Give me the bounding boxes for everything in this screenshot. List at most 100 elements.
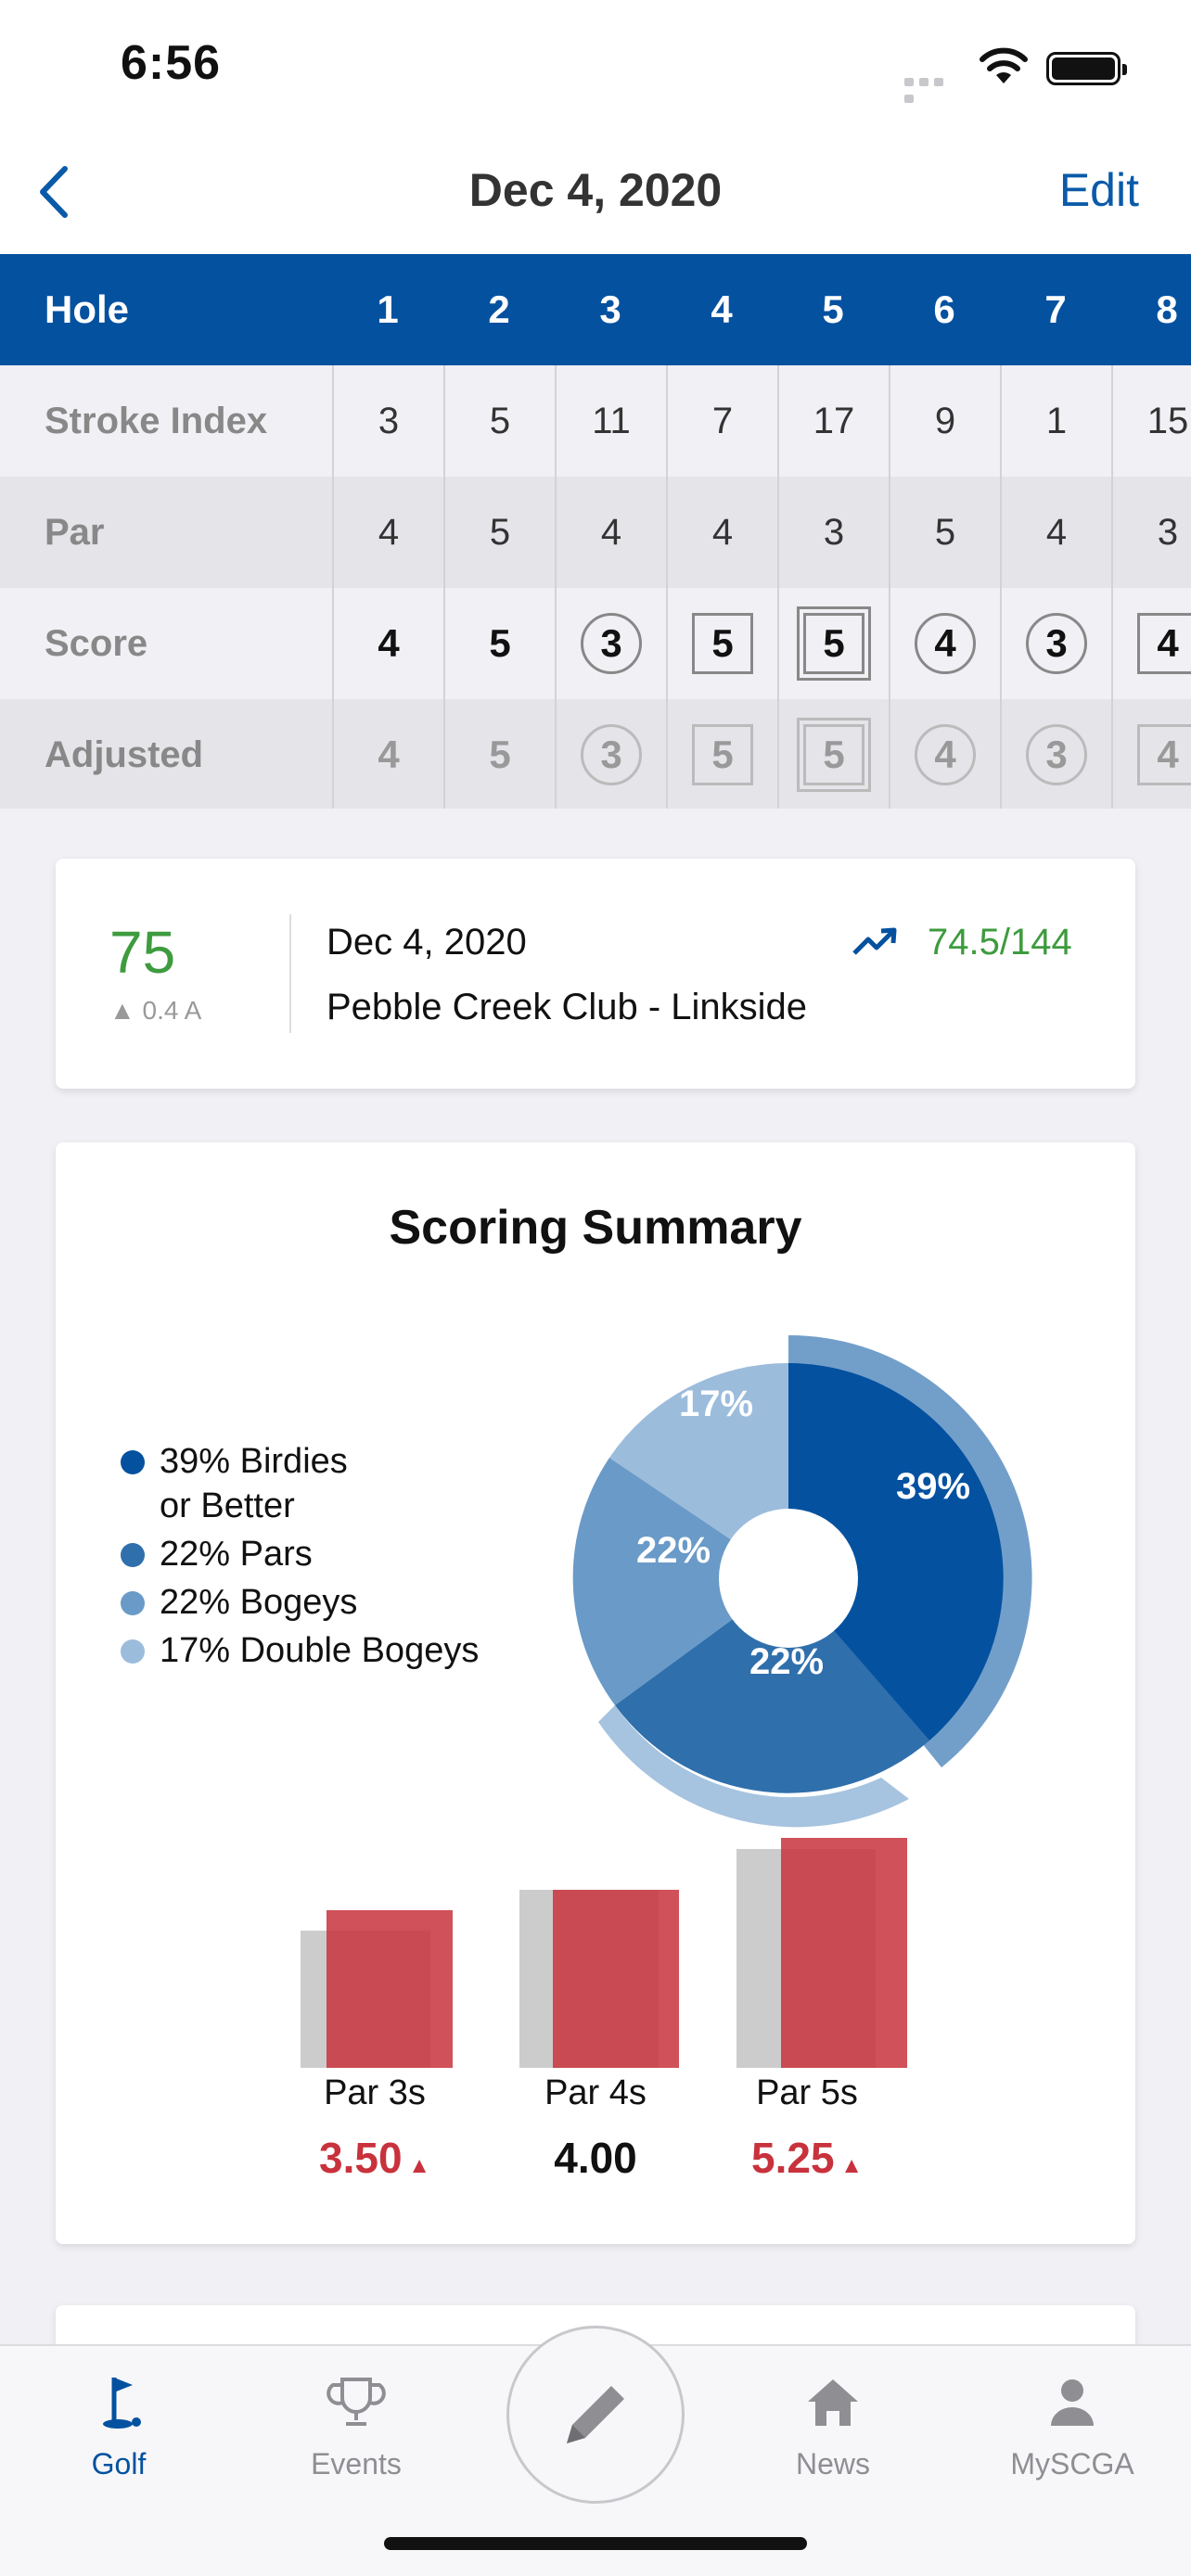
status-bar: 6:56: [0, 0, 1191, 130]
stroke-index-label: Stroke Index: [45, 400, 268, 441]
back-chevron-icon[interactable]: [32, 159, 78, 224]
par3-average-value: 3.50: [319, 2134, 403, 2182]
birdie-circle-mark: 3: [1026, 724, 1087, 785]
stroke-index-cell: 15: [1111, 365, 1191, 477]
par-row: Par 4 5 4 4 3 5 4 3: [0, 477, 1191, 588]
par-cell: 4: [1000, 477, 1111, 588]
stroke-index-cell: 11: [555, 365, 666, 477]
slice-bogeys: [572, 1458, 788, 1705]
person-icon: [1051, 2379, 1094, 2426]
adjusted-cell: 5: [666, 699, 777, 809]
legend-item: 22% Bogeys: [121, 1580, 529, 1625]
hole-number: 7: [1044, 287, 1067, 331]
par-cell: 3: [777, 477, 889, 588]
hole-number: 6: [933, 287, 955, 331]
scoring-summary-card: Scoring Summary 39% Birdies or Better 22…: [56, 1142, 1135, 2244]
slice-pars: [615, 1578, 929, 1793]
par4-average: 4.00: [554, 2134, 637, 2182]
stroke-index-cell: 9: [889, 365, 1000, 477]
par4-actual-bar: [553, 1890, 679, 2068]
legend-item: 22% Pars: [121, 1532, 529, 1576]
course-name: Pebble Creek Club - Linkside: [327, 987, 808, 1027]
slice-label: 39%: [896, 1466, 970, 1507]
divider: [289, 914, 291, 1033]
hole-number: 3: [599, 287, 621, 331]
hole-number: 2: [488, 287, 510, 331]
tab-myscga[interactable]: MySCGA: [980, 2370, 1165, 2481]
par3-label: Par 3s: [324, 2073, 426, 2112]
score-value: 5: [803, 613, 864, 674]
score-value: 4: [378, 621, 400, 665]
legend-dot: [121, 1639, 145, 1664]
hole-header-label: Hole: [45, 287, 130, 331]
legend-item: 17% Double Bogeys: [121, 1628, 529, 1673]
slice-label: 22%: [636, 1530, 711, 1571]
legend-label-continued: or Better: [160, 1486, 295, 1525]
score-value: 5: [489, 621, 511, 665]
score-cell[interactable]: 4: [332, 588, 443, 699]
slice-label: 22%: [749, 1641, 824, 1682]
slice-birdies: [788, 1363, 1004, 1741]
score-cell[interactable]: 4: [889, 588, 1000, 699]
hole-number: 1: [377, 287, 399, 331]
legend-dot: [121, 1450, 145, 1474]
stroke-index-cell: 5: [443, 365, 555, 477]
adjusted-value: 5: [489, 733, 511, 776]
over-par-up-arrow-icon: ▲: [402, 2153, 430, 2178]
tab-news[interactable]: News: [740, 2370, 926, 2481]
tab-events[interactable]: Events: [263, 2370, 449, 2481]
scorecard-table[interactable]: Hole 1 2 3 4 5 6 7 8 Stroke Index 3 5 11…: [0, 254, 1191, 809]
round-score: 75: [109, 919, 176, 986]
edit-button[interactable]: Edit: [1058, 164, 1139, 216]
stroke-index-cell: 17: [777, 365, 889, 477]
legend-dot: [121, 1591, 145, 1615]
course-rating-slope: 74.5/144: [928, 922, 1072, 963]
bogey-square-mark: 4: [1137, 613, 1191, 674]
round-summary-card[interactable]: 75 ▲ 0.4 A Dec 4, 2020 Pebble Creek Club…: [56, 859, 1135, 1089]
scoring-legend: 39% Birdies or Better 22% Pars 22% Bogey…: [121, 1439, 529, 1677]
house-icon: [808, 2379, 858, 2426]
score-cell[interactable]: 5: [777, 588, 889, 699]
adjusted-row: Adjusted 4 5 3 5 5 4 3 4: [0, 699, 1191, 809]
par-cell: 5: [889, 477, 1000, 588]
adjusted-value: 4: [378, 733, 400, 776]
par5-average: 5.25 ▲: [696, 2133, 918, 2183]
round-differential: ▲ 0.4 A: [109, 996, 202, 1025]
adjusted-cell: 5: [777, 699, 889, 809]
tab-label: MySCGA: [1010, 2447, 1134, 2480]
double-bogey-square-mark: 5: [797, 718, 871, 792]
cellular-signal-icon: [904, 74, 962, 103]
trophy-icon: [327, 2378, 386, 2426]
score-cell[interactable]: 5: [443, 588, 555, 699]
legend-item: 39% Birdies or Better: [121, 1439, 529, 1528]
tab-label: Golf: [91, 2447, 147, 2480]
tab-golf[interactable]: Golf: [26, 2370, 211, 2481]
par-bar-chart: [301, 1838, 907, 2068]
score-label: Score: [45, 622, 148, 664]
birdie-circle-mark: 3: [581, 724, 642, 785]
round-date: Dec 4, 2020: [327, 922, 527, 963]
slice-label: 17%: [679, 1384, 753, 1424]
par-cell: 5: [443, 477, 555, 588]
bogey-square-mark: 5: [692, 724, 753, 785]
tab-label: News: [795, 2447, 870, 2480]
score-cell[interactable]: 4: [1111, 588, 1191, 699]
par-cell: 3: [1111, 477, 1191, 588]
page-title: Dec 4, 2020: [468, 164, 723, 216]
adjusted-cell: 4: [889, 699, 1000, 809]
score-cell[interactable]: 5: [666, 588, 777, 699]
slice-double-bogeys: [609, 1362, 788, 1578]
score-cell[interactable]: 3: [1000, 588, 1111, 699]
par5-actual-bar: [781, 1838, 907, 2068]
trending-up-icon: [852, 927, 897, 955]
bogey-square-mark: 4: [1137, 724, 1191, 785]
tab-label: Events: [311, 2447, 402, 2480]
lower-highlight-arc: [598, 1705, 909, 1828]
legend-dot: [121, 1543, 145, 1567]
pencil-icon: [567, 2386, 624, 2443]
par-cell: 4: [332, 477, 443, 588]
home-indicator[interactable]: [384, 2537, 807, 2550]
score-cell[interactable]: 3: [555, 588, 666, 699]
stroke-index-cell: 3: [332, 365, 443, 477]
post-score-button[interactable]: [506, 2326, 685, 2504]
